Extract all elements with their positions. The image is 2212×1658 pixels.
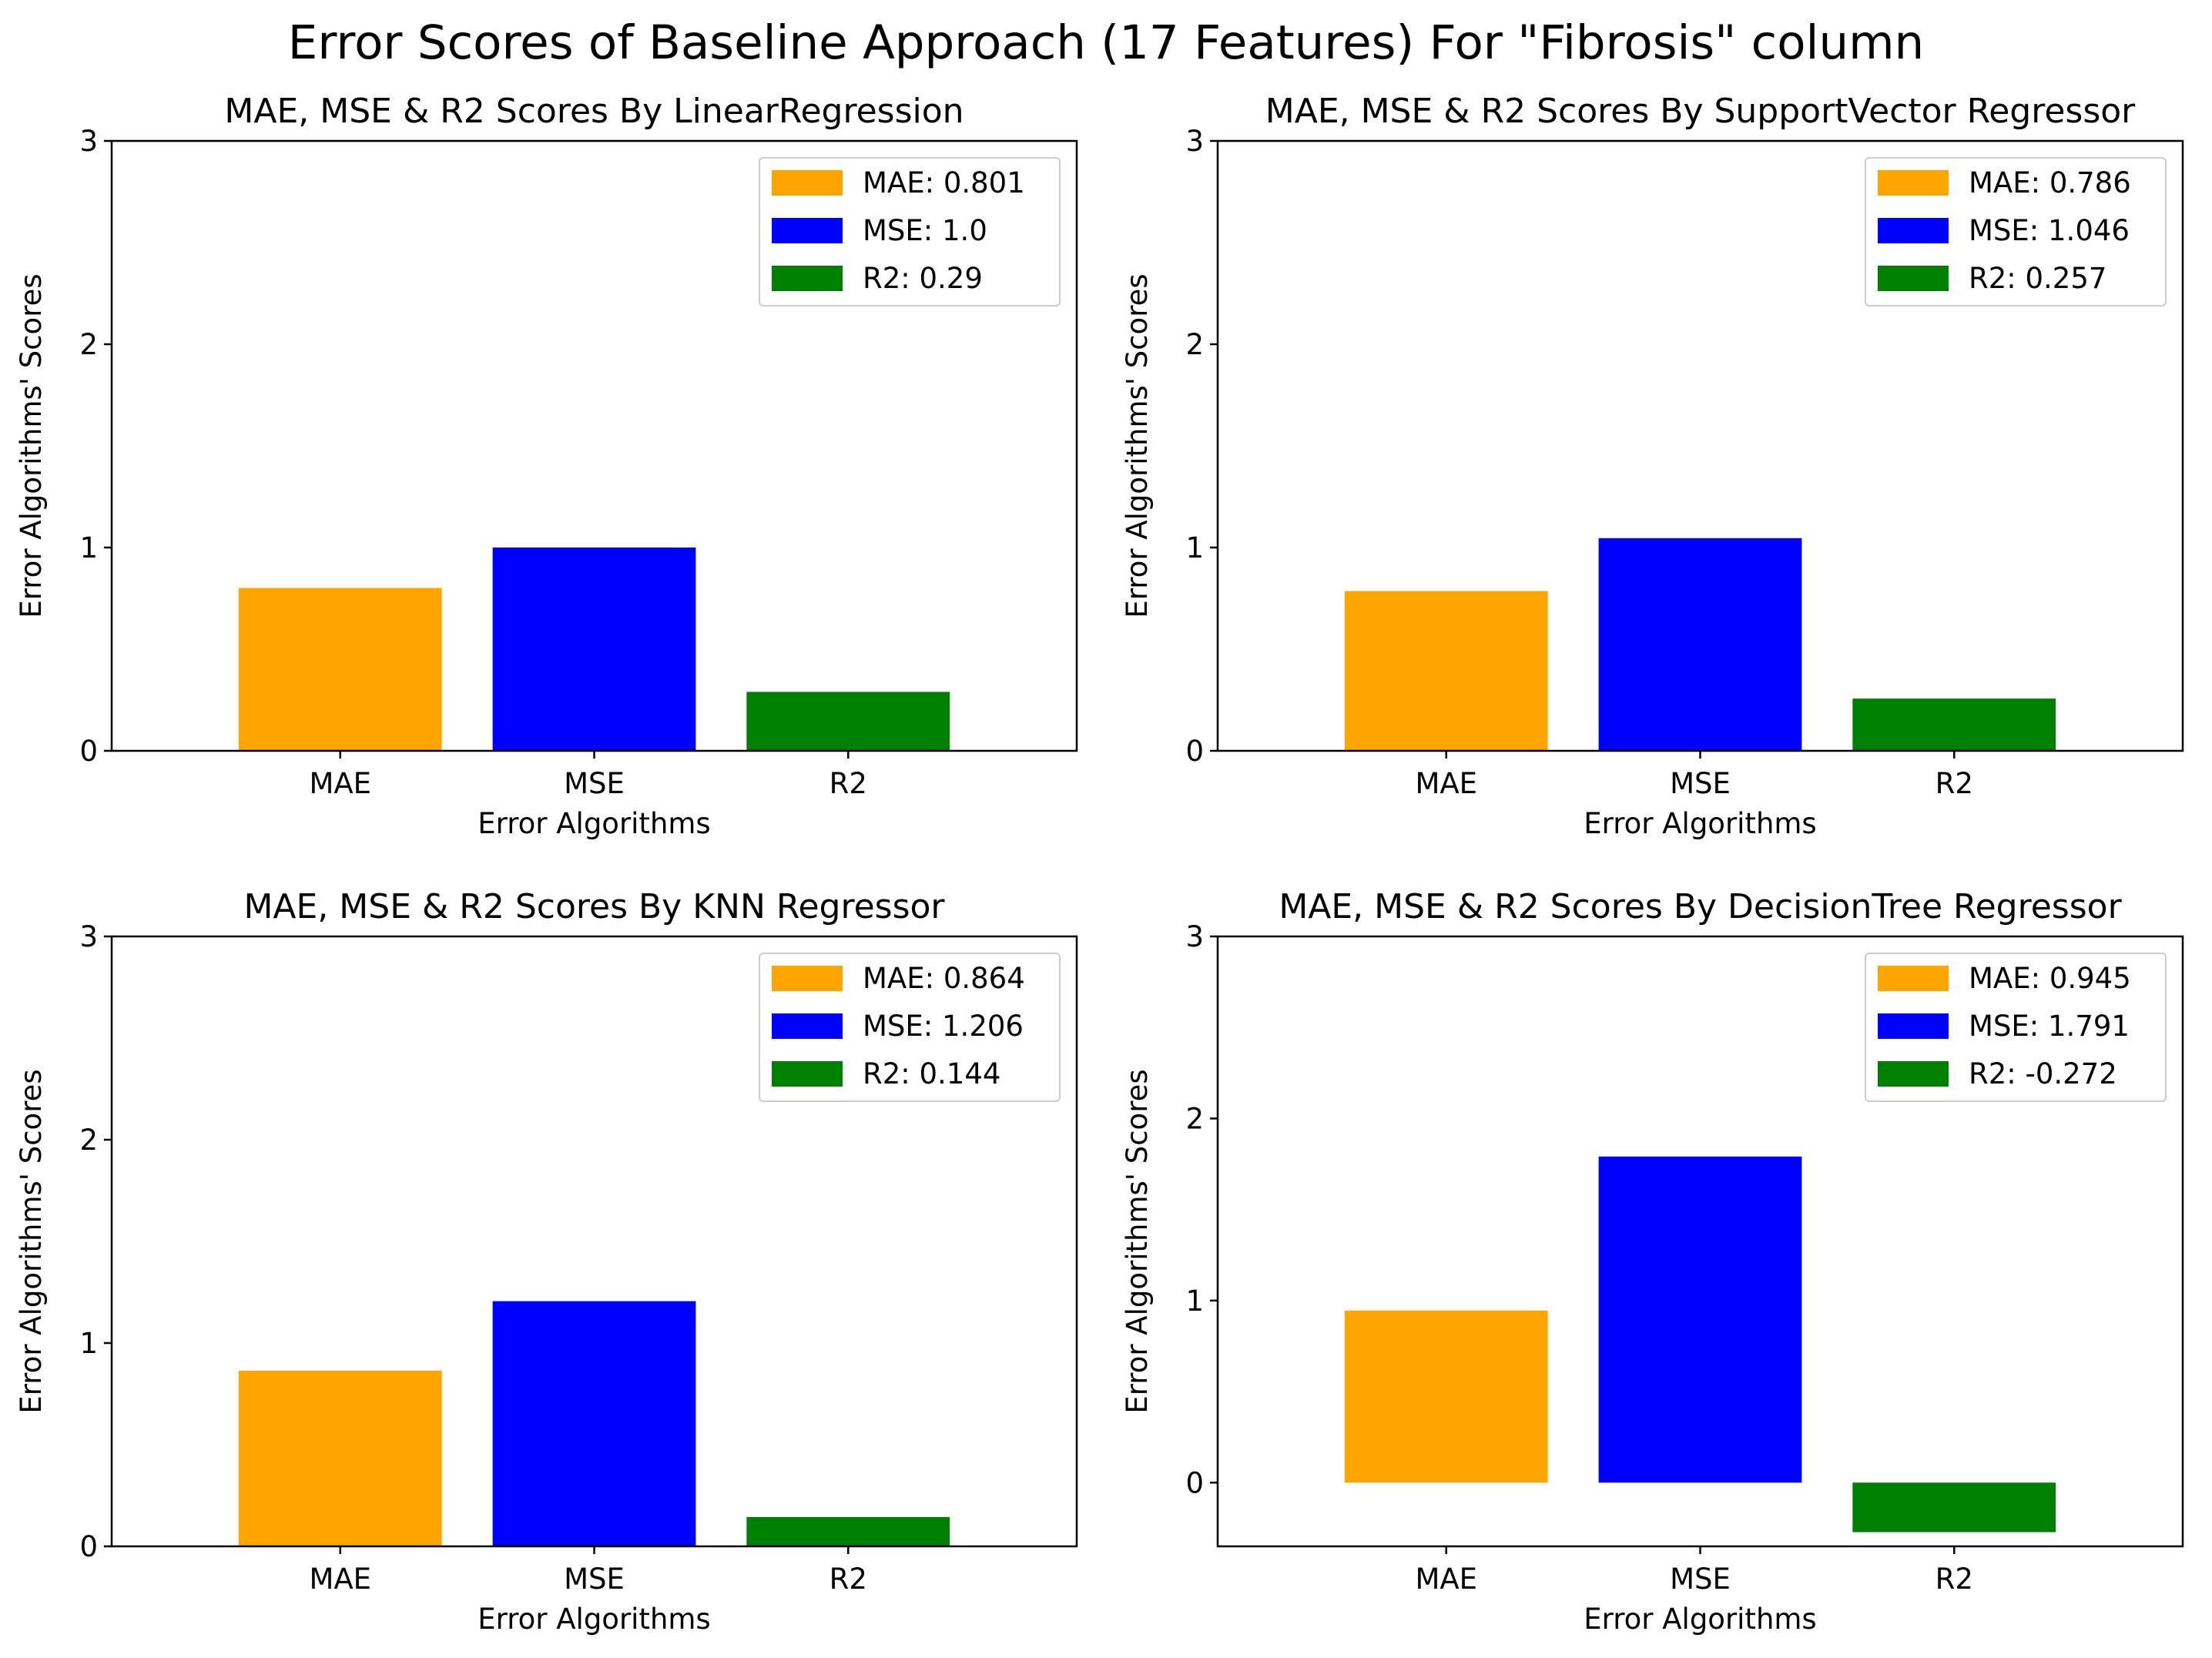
subplot-title: MAE, MSE & R2 Scores By SupportVector Re… [1265, 92, 2136, 131]
legend-swatch [1878, 1013, 1949, 1039]
x-tick-label: R2 [830, 1563, 867, 1596]
legend-swatch [772, 218, 843, 243]
y-tick-label: 2 [79, 1124, 98, 1157]
y-axis-label: Error Algorithms' Scores [1121, 1069, 1154, 1413]
legend-entry: MSE: 1.206 [863, 1010, 1024, 1043]
legend-entry: R2: 0.257 [1969, 262, 2106, 295]
x-tick-label: MSE [1670, 767, 1731, 800]
y-axis-label: Error Algorithms' Scores [15, 273, 48, 618]
x-tick-label: R2 [1936, 1563, 1973, 1596]
y-tick-label: 2 [79, 328, 98, 361]
y-axis-label: Error Algorithms' Scores [1121, 273, 1154, 618]
y-tick-label: 0 [79, 735, 98, 768]
y-tick-label: 1 [1185, 1285, 1204, 1318]
x-tick-label: MSE [564, 1563, 625, 1596]
x-tick-label: MSE [1670, 1563, 1731, 1596]
legend-swatch [772, 1013, 843, 1039]
x-axis-label: Error Algorithms [1584, 1603, 1816, 1636]
bar-mae [1344, 591, 1548, 751]
legend-swatch [1878, 218, 1949, 243]
subplot-title: MAE, MSE & R2 Scores By DecisionTree Reg… [1279, 887, 2122, 926]
legend-entry: MSE: 1.0 [863, 214, 987, 247]
legend: MAE: 0.786 MSE: 1.046 R2: 0.257 [1865, 157, 2167, 306]
x-tick-label: MAE [1415, 1563, 1477, 1596]
legend: MAE: 0.801 MSE: 1.0 R2: 0.29 [759, 157, 1061, 306]
legend-entry: MSE: 1.791 [1969, 1010, 2130, 1043]
y-tick-label: 1 [79, 1327, 98, 1360]
subplot-title: MAE, MSE & R2 Scores By KNN Regressor [243, 887, 945, 926]
legend: MAE: 0.945 MSE: 1.791 R2: -0.272 [1865, 953, 2167, 1102]
legend-swatch [1878, 170, 1949, 196]
y-tick-label: 3 [1185, 125, 1204, 158]
legend: MAE: 0.864 MSE: 1.206 R2: 0.144 [759, 953, 1061, 1102]
bar-mae [1344, 1310, 1548, 1483]
legend-entry: MAE: 0.801 [863, 166, 1025, 199]
subplot-4: 0 1 2 3 MAE MSE R2 MAE, MSE & R2 Scores By Deci… [1121, 887, 2184, 1636]
legend-swatch [772, 170, 843, 196]
subplot-title: MAE, MSE & R2 Scores By LinearRegression [224, 92, 964, 131]
x-tick-label: MAE [309, 1563, 371, 1596]
x-tick-label: R2 [1936, 767, 1973, 800]
x-axis-label: Error Algorithms [478, 1603, 710, 1636]
bar-mse [492, 1301, 696, 1546]
y-tick-label: 2 [1185, 328, 1204, 361]
y-tick-label: 3 [79, 920, 98, 953]
y-tick-label: 0 [1185, 1466, 1204, 1499]
bar-r2 [1852, 698, 2056, 751]
legend-swatch [772, 1061, 843, 1087]
legend-swatch [772, 966, 843, 991]
y-tick-label: 3 [1185, 920, 1204, 953]
subplot-3: 0 1 2 3 MAE MSE R2 MAE, MSE & R2 Scores By KNN … [15, 887, 1078, 1636]
y-tick-label: 3 [79, 125, 98, 158]
legend-entry: R2: 0.144 [863, 1057, 1000, 1090]
bar-mse [1598, 538, 1802, 751]
x-tick-label: MAE [1415, 767, 1477, 800]
y-tick-label: 1 [79, 531, 98, 564]
bar-mae [238, 1370, 442, 1546]
legend-entry: MAE: 0.864 [863, 962, 1025, 995]
bar-r2 [1852, 1482, 2056, 1532]
legend-swatch [1878, 1061, 1949, 1087]
subplot-2: 0 1 2 3 MAE MSE R2 MAE, MSE & R2 Scores By Supp… [1121, 92, 2184, 840]
subplot-1: 0 1 2 3 MAE MSE R2 MAE, MSE & R2 Scores By Line… [15, 92, 1078, 840]
x-axis-label: Error Algorithms [478, 807, 710, 840]
legend-entry: R2: 0.29 [863, 262, 983, 295]
legend-entry: MSE: 1.046 [1969, 214, 2130, 247]
legend-entry: MAE: 0.786 [1969, 166, 2131, 199]
y-tick-label: 1 [1185, 531, 1204, 564]
legend-swatch [1878, 966, 1949, 991]
bar-r2 [746, 1516, 950, 1546]
legend-entry: MAE: 0.945 [1969, 962, 2131, 995]
legend-swatch [772, 266, 843, 291]
legend-entry: R2: -0.272 [1969, 1057, 2117, 1090]
bar-r2 [746, 692, 950, 751]
x-axis-label: Error Algorithms [1584, 807, 1816, 840]
figure-title: Error Scores of Baseline Approach (17 Fe… [288, 15, 1924, 70]
bar-mse [492, 548, 696, 751]
subplot-grid: 0 1 2 3 MAE MSE R2 MAE, MSE & R2 Scores By Line… [15, 92, 2184, 1636]
bar-mse [1598, 1156, 1802, 1483]
y-tick-label: 0 [79, 1530, 98, 1563]
y-tick-label: 2 [1185, 1102, 1204, 1135]
legend-swatch [1878, 266, 1949, 291]
x-tick-label: R2 [830, 767, 867, 800]
bar-mae [238, 588, 442, 751]
x-tick-label: MSE [564, 767, 625, 800]
x-tick-label: MAE [309, 767, 371, 800]
y-axis-label: Error Algorithms' Scores [15, 1069, 48, 1413]
y-tick-label: 0 [1185, 735, 1204, 768]
